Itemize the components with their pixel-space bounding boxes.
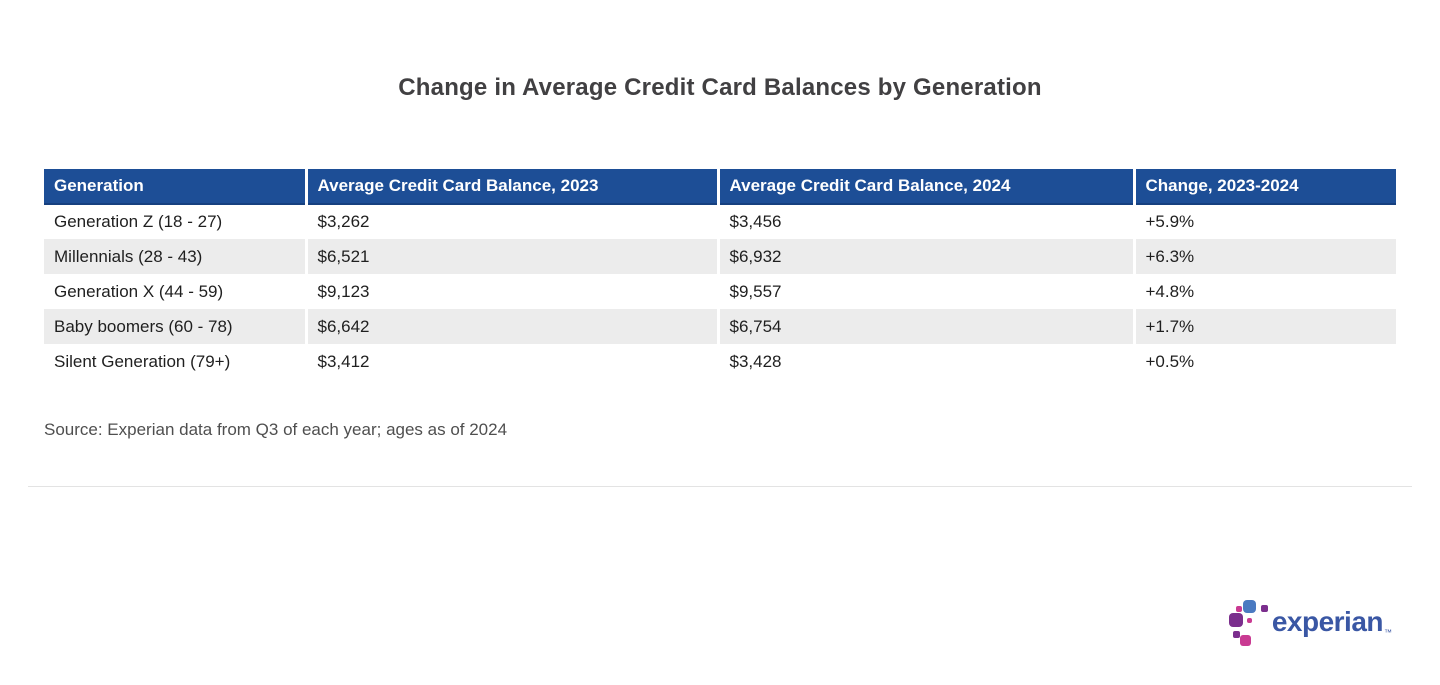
cell-balance-2023: $6,642 [304,309,718,344]
experian-logo-mark-icon [1228,598,1270,650]
cell-balance-2024: $9,557 [716,274,1134,309]
col-header-change: Change, 2023-2024 [1132,169,1396,205]
table-row-silent-generation: Silent Generation (79+) $3,412 $3,428 +0… [44,344,1396,379]
balances-table: Generation Average Credit Card Balance, … [44,169,1396,379]
experian-logo: experian ™ [1228,598,1392,650]
divider-line [28,486,1412,487]
cell-balance-2023: $9,123 [304,274,718,309]
table-header-row: Generation Average Credit Card Balance, … [44,169,1396,205]
logo-square-blue-icon [1242,600,1256,613]
cell-balance-2023: $3,412 [304,344,718,379]
cell-generation: Generation Z (18 - 27) [54,212,223,231]
logo-dot-magenta-top-icon [1235,606,1242,612]
cell-generation: Generation X (44 - 59) [54,281,224,301]
cell-balance-2024: $6,932 [716,239,1134,274]
col-header-balance-2023: Average Credit Card Balance, 2023 [304,169,718,205]
table-row-gen-x: Generation X (44 - 59) $9,123 $9,557 +4.… [44,274,1396,309]
page-title: Change in Average Credit Card Balances b… [398,74,1042,101]
logo-square-purple-icon [1228,613,1243,627]
source-note: Source: Experian data from Q3 of each ye… [44,420,508,439]
cell-generation: Millennials (28 - 43) [54,246,203,266]
table-row-gen-z: Generation Z (18 - 27) $3,262 $3,456 +5.… [44,204,1396,239]
page: Change in Average Credit Card Balances b… [0,74,1440,646]
trademark-symbol: ™ [1384,628,1392,637]
logo-dot-magenta-mid-icon [1246,618,1252,623]
cell-change: +1.7% [1132,309,1396,344]
cell-balance-2024: $6,754 [716,309,1134,344]
cell-generation: Silent Generation (79+) [54,351,231,371]
cell-balance-2023: $6,521 [304,239,718,274]
cell-change: +4.8% [1132,274,1396,309]
logo-square-magenta-icon [1239,635,1251,646]
cell-balance-2024: $3,428 [716,344,1134,379]
logo-dot-purple-bottom-icon [1232,631,1240,638]
table-row-baby-boomers: Baby boomers (60 - 78) $6,642 $6,754 +1.… [44,309,1396,344]
cell-change: +6.3% [1132,239,1396,274]
col-header-balance-2024: Average Credit Card Balance, 2024 [716,169,1134,205]
cell-generation: Baby boomers (60 - 78) [54,316,233,336]
experian-wordmark: experian [1271,606,1384,637]
cell-change: +0.5% [1132,344,1396,379]
cell-balance-2023: $3,262 [304,204,718,239]
table-row-millennials: Millennials (28 - 43) $6,521 $6,932 +6.3… [44,239,1396,274]
cell-balance-2024: $3,456 [716,204,1134,239]
col-header-generation: Generation [44,169,306,205]
cell-change: +5.9% [1132,204,1396,239]
logo-dot-purple-top-icon [1260,605,1268,612]
